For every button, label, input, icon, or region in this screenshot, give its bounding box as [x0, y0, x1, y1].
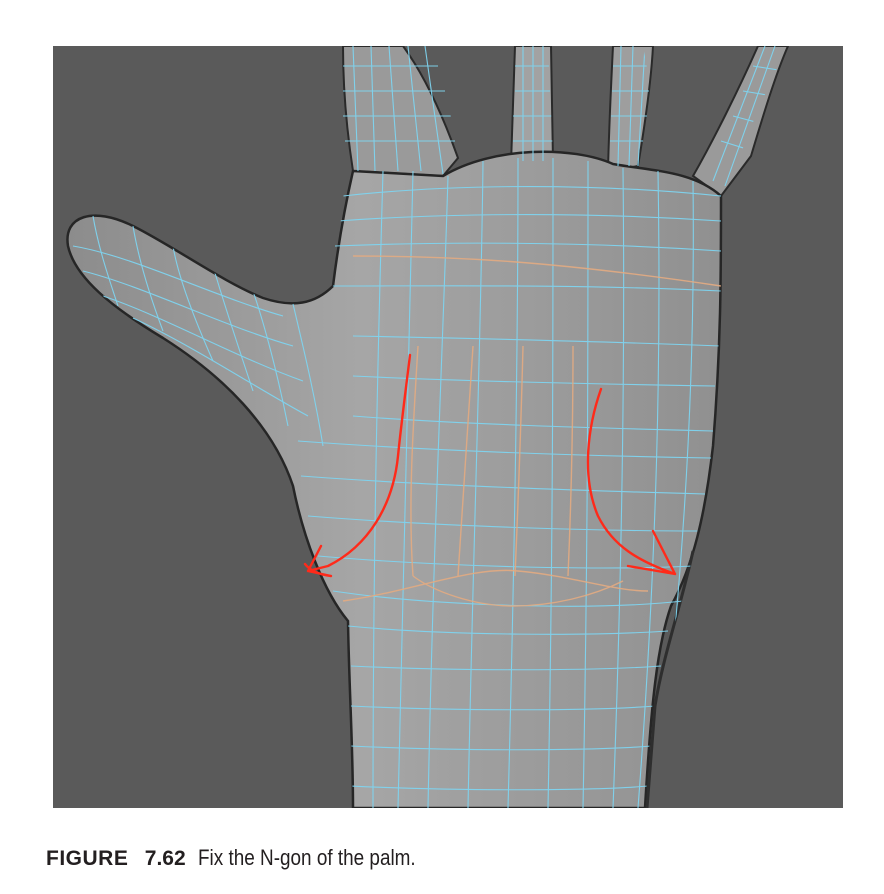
edge-loops [342, 255, 722, 607]
figure-caption: FIGURE 7.62 Fix the N-gon of the palm. [46, 838, 451, 878]
wireframe [72, 46, 786, 808]
caption-text: Fix the N-gon of the palm. [198, 845, 416, 870]
annotation-arrow-left [303, 353, 412, 578]
figure-label: FIGURE [46, 847, 129, 870]
figure-image [53, 46, 843, 808]
forearm-shadow-edge [645, 550, 695, 808]
finger-middle [509, 46, 555, 166]
figure-number: 7.62 [144, 847, 186, 870]
hand-mesh-viewport [53, 46, 843, 808]
annotation-arrow-right [586, 387, 677, 576]
annotations [303, 353, 677, 578]
